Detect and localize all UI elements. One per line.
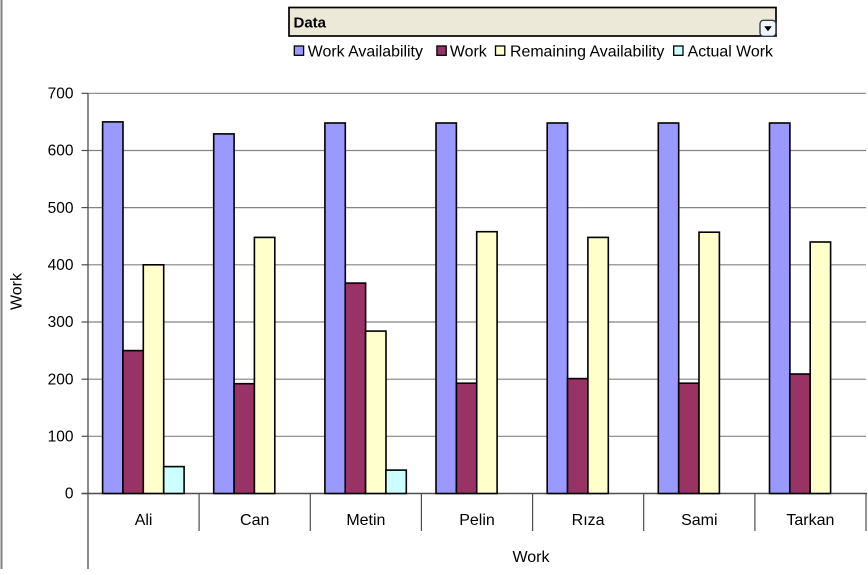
svg-text:Metin: Metin	[346, 512, 385, 529]
svg-text:500: 500	[48, 200, 74, 217]
svg-text:Work Availability: Work Availability	[308, 44, 423, 61]
svg-text:Can: Can	[240, 512, 269, 529]
svg-text:Work: Work	[512, 549, 550, 566]
svg-text:400: 400	[48, 257, 74, 274]
svg-text:Pelin: Pelin	[459, 512, 495, 529]
svg-text:Tarkan: Tarkan	[786, 512, 834, 529]
svg-text:600: 600	[48, 143, 74, 160]
svg-text:Remaining Availability: Remaining Availability	[510, 44, 664, 61]
svg-text:Ali: Ali	[135, 512, 153, 529]
svg-text:Work: Work	[9, 272, 26, 310]
svg-text:Rıza: Rıza	[572, 512, 605, 529]
svg-text:0: 0	[65, 486, 74, 503]
svg-text:Sami: Sami	[681, 512, 717, 529]
svg-text:200: 200	[48, 371, 74, 388]
svg-text:Work: Work	[450, 44, 487, 61]
svg-text:Data: Data	[294, 15, 327, 32]
svg-text:700: 700	[48, 86, 74, 103]
svg-text:300: 300	[48, 314, 74, 331]
svg-text:100: 100	[48, 429, 74, 446]
svg-text:Actual Work: Actual Work	[688, 44, 773, 61]
